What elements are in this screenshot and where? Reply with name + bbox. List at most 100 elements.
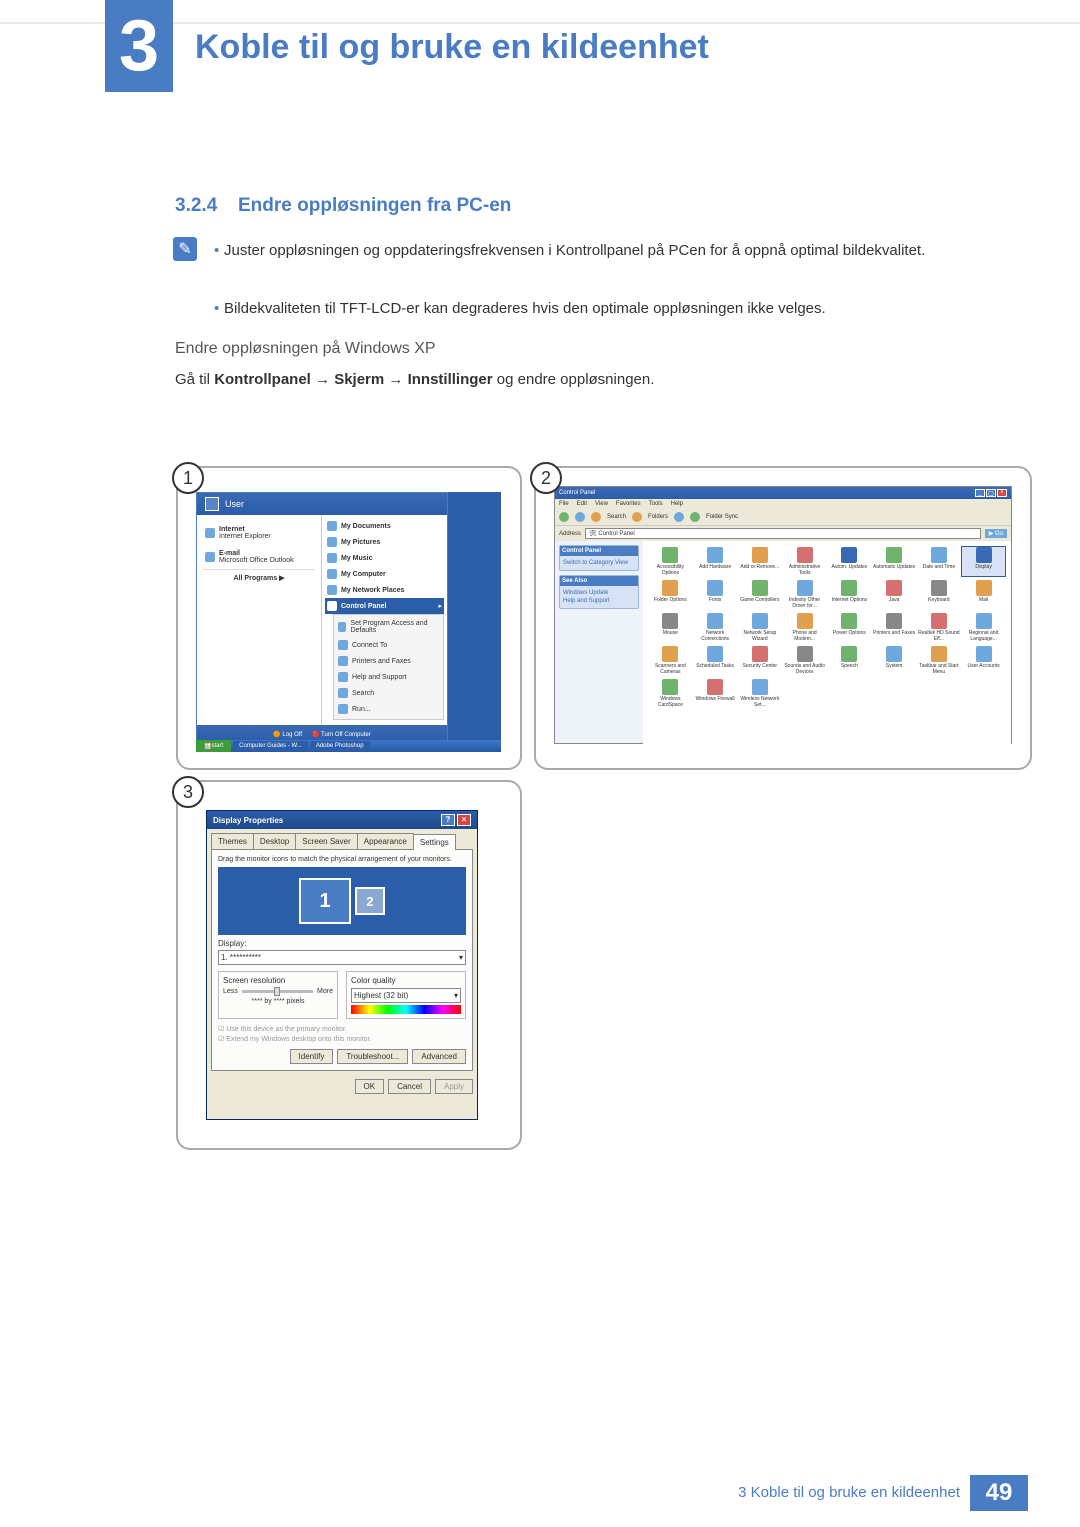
menu-favorites[interactable]: Favorites [616,501,641,507]
cp-item[interactable]: Regional and Language... [962,613,1005,642]
taskbar-item-1[interactable]: Computer Guides - W... [233,741,308,751]
cp-item[interactable]: Fonts [694,580,737,609]
all-programs[interactable]: All Programs ▶ [203,569,315,586]
dp-cancel-button[interactable]: Cancel [388,1079,431,1094]
dp-apply-button[interactable]: Apply [435,1079,473,1094]
address-field[interactable]: 🛠 Control Panel [585,528,981,539]
cp-menubar[interactable]: File Edit View Favorites Tools Help [555,499,1011,509]
cp-help[interactable]: Help and Support [563,597,635,605]
cp-item[interactable]: Keyboard [918,580,961,609]
cp-item[interactable]: Automatic Updates [873,547,916,576]
dp-check-extend[interactable]: ☑ Extend my Windows desktop onto this mo… [218,1035,466,1043]
taskbar-item-2[interactable]: Adobe Photoshop [310,741,370,751]
start-item-3[interactable]: My Computer [325,566,444,582]
slider-thumb[interactable] [274,987,280,996]
go-button[interactable]: ▶ Go [985,529,1007,538]
dp-tabs[interactable]: ThemesDesktopScreen SaverAppearanceSetti… [207,829,477,849]
cp-item[interactable]: Realtek HD Sound Eff... [918,613,961,642]
cp-item[interactable]: Mail [962,580,1005,609]
menu-edit[interactable]: Edit [577,501,587,507]
cp-item[interactable]: Taskbar and Start Menu [918,646,961,675]
start-subitem[interactable]: Search [336,685,441,701]
up-icon[interactable] [591,512,601,522]
cp-item[interactable]: Printers and Faxes [873,613,916,642]
views-icon[interactable] [674,512,684,522]
sync-icon[interactable] [690,512,700,522]
menu-view[interactable]: View [595,501,608,507]
dp-tab-screen-saver[interactable]: Screen Saver [295,833,357,849]
dp-tab-themes[interactable]: Themes [211,833,254,849]
cp-item[interactable]: System [873,646,916,675]
cp-win-update[interactable]: Windows Update [563,589,635,597]
start-item-2[interactable]: My Music [325,550,444,566]
cp-item[interactable]: Game Controllers [739,580,782,609]
dp-monitor-area[interactable]: 1 2 [218,867,466,935]
start-menu[interactable]: User InternetInternet Explorer E-mailMic… [196,492,448,744]
dp-troubleshoot-button[interactable]: Troubleshoot... [337,1049,408,1064]
cp-item[interactable]: Network Setup Wizard [739,613,782,642]
tb-search[interactable]: Search [607,514,626,520]
cp-item[interactable]: User Accounts [962,646,1005,675]
maximize-button[interactable]: ▢ [986,489,996,497]
close-button[interactable]: × [997,489,1007,497]
cp-item[interactable]: Display [962,547,1005,576]
cp-item[interactable]: Indexity Other Driver for... [783,580,826,609]
taskbar[interactable]: 🪟 start Computer Guides - W... Adobe Pho… [196,740,501,752]
start-item-0[interactable]: My Documents [325,518,444,534]
dp-ok-button[interactable]: OK [355,1079,385,1094]
start-item-email[interactable]: E-mailMicrosoft Office Outlook [203,545,315,569]
folders-icon[interactable] [632,512,642,522]
cp-item[interactable]: Mouse [649,613,692,642]
start-button[interactable]: 🪟 start [196,740,231,752]
cp-item[interactable]: Sounds and Audio Devices [783,646,826,675]
menu-file[interactable]: File [559,501,569,507]
monitor-2[interactable]: 2 [355,887,385,915]
cp-item[interactable]: Add Hardware [694,547,737,576]
dp-tab-desktop[interactable]: Desktop [253,833,296,849]
minimize-button[interactable]: _ [975,489,985,497]
back-icon[interactable] [559,512,569,522]
menu-help[interactable]: Help [671,501,683,507]
start-subitem[interactable]: Connect To [336,637,441,653]
cp-item[interactable]: Scanners and Cameras [649,646,692,675]
cp-item[interactable]: Add or Remove... [739,547,782,576]
cp-switch-view[interactable]: Switch to Category View [563,559,635,567]
cp-item[interactable]: Wireless Network Set... [739,679,782,708]
cp-item[interactable]: Speech [828,646,871,675]
start-item-4[interactable]: My Network Places [325,582,444,598]
dp-display-select[interactable]: 1. **********▾ [218,950,466,965]
monitor-1[interactable]: 1 [299,878,351,924]
dp-res-slider[interactable]: Less More [223,988,333,995]
cp-item[interactable]: Accessibility Options [649,547,692,576]
start-item-control-panel[interactable]: Control Panel ▸ [325,598,444,614]
dp-tab-settings[interactable]: Settings [413,834,456,850]
dp-close-button[interactable]: × [457,814,471,826]
start-item-internet[interactable]: InternetInternet Explorer [203,521,315,545]
cp-item[interactable]: Windows Firewall [694,679,737,708]
cp-item[interactable]: Phone and Modem... [783,613,826,642]
start-subitem[interactable]: Run... [336,701,441,717]
cp-item[interactable]: Network Connections [694,613,737,642]
cp-item[interactable]: Scheduled Tasks [694,646,737,675]
start-subitem[interactable]: Help and Support [336,669,441,685]
start-item-1[interactable]: My Pictures [325,534,444,550]
cp-item[interactable]: Java [873,580,916,609]
cp-toolbar[interactable]: Search Folders Folder Sync [555,509,1011,526]
dp-advanced-button[interactable]: Advanced [412,1049,466,1064]
cp-item[interactable]: Security Center [739,646,782,675]
dp-tab-appearance[interactable]: Appearance [357,833,414,849]
dp-color-select[interactable]: Highest (32 bit)▾ [351,988,461,1003]
cp-item[interactable]: Administrative Tools [783,547,826,576]
start-subitem[interactable]: Set Program Access and Defaults [336,617,441,637]
dp-identify-button[interactable]: Identify [290,1049,334,1064]
cp-item[interactable]: Date and Time [918,547,961,576]
logoff-button[interactable]: 🟠 Log Off [273,731,302,738]
menu-tools[interactable]: Tools [649,501,663,507]
cp-item[interactable]: Autom. Updates [828,547,871,576]
forward-icon[interactable] [575,512,585,522]
dp-check-primary[interactable]: ☑ Use this device as the primary monitor… [218,1025,466,1033]
help-button[interactable]: ? [441,814,455,826]
cp-item[interactable]: Folder Options [649,580,692,609]
cp-item[interactable]: Internet Options [828,580,871,609]
start-subitem[interactable]: Printers and Faxes [336,653,441,669]
